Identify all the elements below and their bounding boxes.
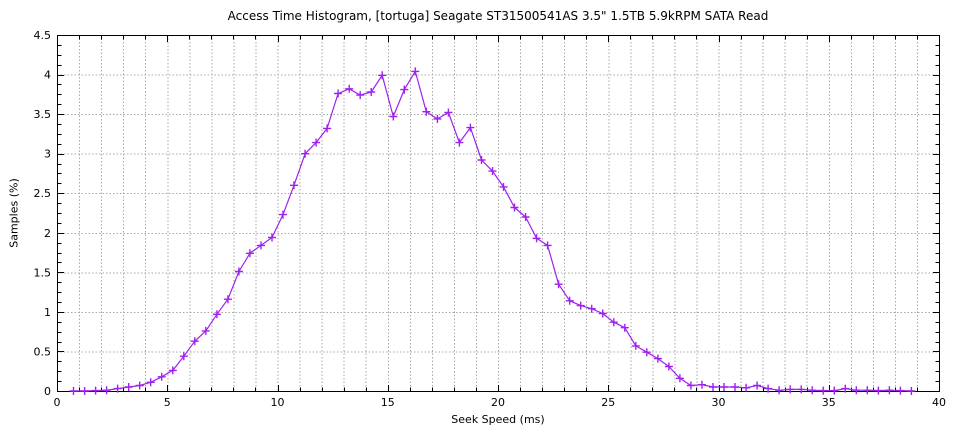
x-tick-label: 30	[712, 396, 726, 409]
y-tick-label: 4.5	[34, 29, 52, 42]
y-tick-label: 0.5	[34, 345, 52, 358]
x-axis-label: Seek Speed (ms)	[451, 413, 545, 426]
x-tick-label: 20	[491, 396, 505, 409]
y-tick-label: 2	[44, 227, 51, 240]
x-tick-label: 10	[271, 396, 285, 409]
y-tick-label: 1.5	[34, 266, 52, 279]
y-tick-label: 1	[44, 306, 51, 319]
data-series-line	[73, 70, 912, 392]
y-tick-label: 2.5	[34, 187, 52, 200]
y-tick-label: 3.5	[34, 108, 52, 121]
x-tick-label: 5	[164, 396, 171, 409]
x-tick-label: 40	[932, 396, 946, 409]
y-tick-label: 3	[44, 148, 51, 161]
x-tick-label: 25	[601, 396, 615, 409]
x-tick-label: 15	[381, 396, 395, 409]
x-tick-label: 0	[54, 396, 61, 409]
y-tick-label: 0	[44, 385, 51, 398]
y-tick-label: 4	[44, 69, 51, 82]
data-point-markers	[69, 67, 916, 395]
chart-title: Access Time Histogram, [tortuga] Seagate…	[227, 9, 769, 23]
plot-frame	[57, 35, 940, 392]
x-tick-label: 35	[822, 396, 836, 409]
